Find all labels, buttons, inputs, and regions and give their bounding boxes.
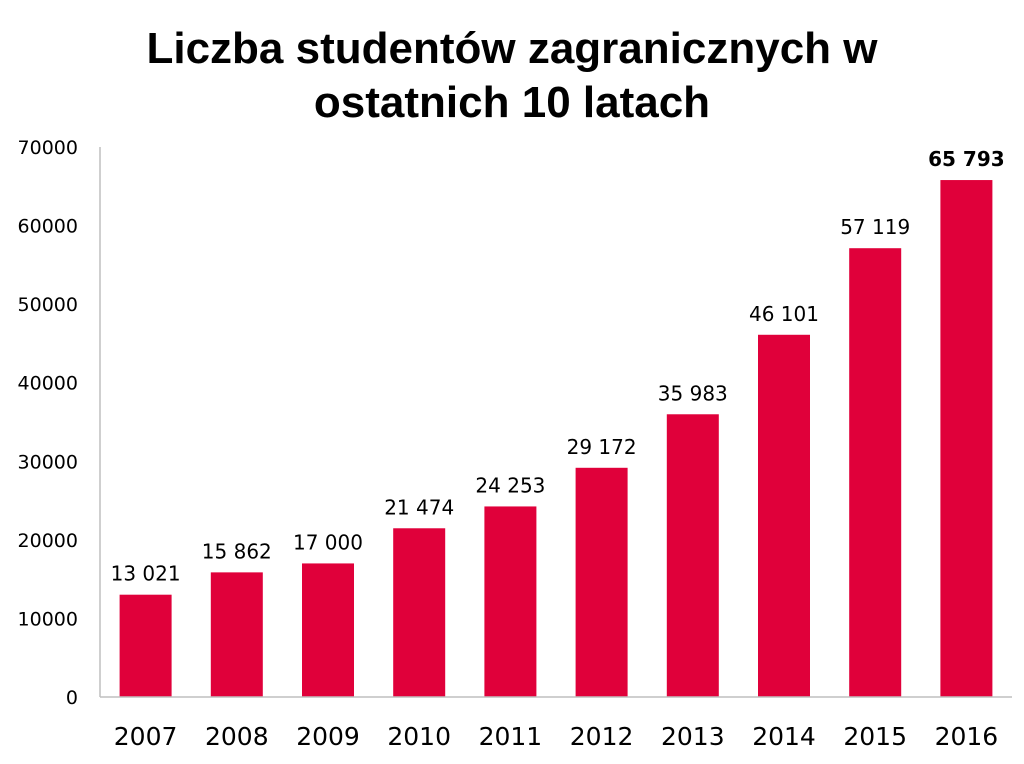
chart-title-line-1: Liczba studentów zagranicznych w (146, 24, 878, 73)
data-label-2012: 29 172 (567, 435, 637, 459)
chart-title: Liczba studentów zagranicznych w ostatni… (0, 22, 1024, 130)
bar-2007 (119, 594, 172, 697)
y-tick-label: 30000 (18, 451, 78, 473)
bar-2011 (484, 506, 537, 697)
bar-2012 (575, 467, 628, 697)
data-labels: 13 021 15 862 17 000 21 474 24 253 29 172 35 9… (111, 147, 1005, 586)
x-tick-label-2016: 2016 (935, 722, 999, 751)
y-tick-label: 50000 (18, 294, 78, 316)
bar-2014 (758, 334, 810, 697)
bar-2010 (393, 528, 446, 697)
y-tick-label: 0 (66, 687, 78, 709)
y-tick-label: 70000 (18, 137, 78, 159)
x-tick-label-2007: 2007 (114, 722, 178, 751)
bar-2016 (940, 180, 993, 697)
data-label-2014: 46 101 (749, 302, 819, 326)
data-label-2009: 17 000 (293, 530, 363, 554)
x-tick-label-2012: 2012 (570, 722, 634, 751)
data-label-2007: 13 021 (111, 562, 181, 586)
bar-2008 (210, 572, 263, 697)
x-axis: 2007 2008 2009 2010 2011 2012 2013 2014 2015 2016 (100, 696, 1012, 751)
x-tick-label-2013: 2013 (661, 722, 725, 751)
y-tick-label: 40000 (18, 373, 78, 395)
x-tick-label-2010: 2010 (387, 722, 451, 751)
y-tick-label: 20000 (18, 530, 78, 552)
data-label-2008: 15 862 (202, 539, 272, 563)
y-tick-label: 60000 (18, 216, 78, 238)
bar-2009 (302, 563, 354, 697)
x-tick-label-2014: 2014 (752, 722, 816, 751)
data-label-2011: 24 253 (475, 473, 545, 497)
bar-2013 (666, 414, 719, 697)
bars (119, 180, 993, 697)
data-label-2016: 65 793 (928, 147, 1005, 171)
x-tick-label-2009: 2009 (296, 722, 360, 751)
chart-title-line-2: ostatnich 10 latach (313, 78, 711, 127)
y-tick-label: 10000 (18, 608, 78, 630)
data-label-2010: 21 474 (384, 495, 454, 519)
x-tick-label-2008: 2008 (205, 722, 269, 751)
y-axis: 0 10000 20000 30000 40000 50000 60000 70000 (18, 137, 101, 709)
bar-2015 (849, 248, 902, 697)
x-tick-label-2015: 2015 (843, 722, 907, 751)
x-tick-label-2011: 2011 (479, 722, 543, 751)
data-label-2015: 57 119 (840, 215, 910, 239)
data-label-2013: 35 983 (658, 381, 728, 405)
